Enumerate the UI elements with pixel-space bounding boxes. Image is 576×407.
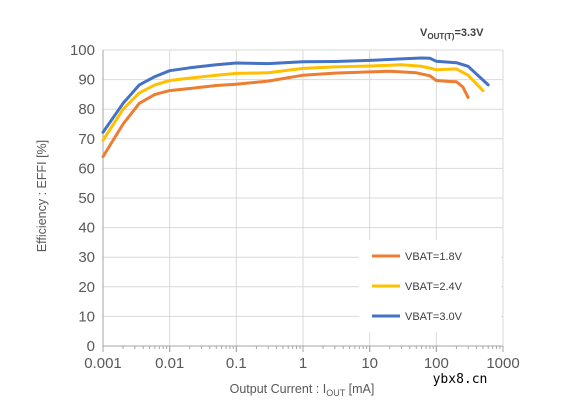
legend-label: VBAT=1.8V — [405, 251, 463, 263]
y-tick-label: 100 — [70, 42, 95, 59]
y-tick-label: 50 — [78, 190, 95, 207]
watermark: ybx8.cn — [433, 372, 488, 387]
y-tick-label: 40 — [78, 220, 95, 237]
condition-label: VOUT(T)=3.3V — [420, 27, 484, 41]
x-tick-label: 0.001 — [84, 355, 122, 372]
y-tick-label: 0 — [87, 338, 95, 355]
x-tick-label: 1 — [299, 355, 307, 372]
y-tick-label: 80 — [78, 101, 95, 118]
y-tick-label: 20 — [78, 279, 95, 296]
y-tick-labels: 0 10 20 30 40 50 60 70 80 90 100 — [70, 42, 95, 355]
series-line — [101, 63, 485, 142]
y-axis-title: Efficiency : EFFI [%] — [35, 140, 49, 252]
x-tick-label: 1000 — [486, 355, 519, 372]
legend-label: VBAT=2.4V — [405, 281, 463, 293]
axis-frame — [102, 50, 504, 352]
y-tick-label: 60 — [78, 160, 95, 177]
x-tick-labels: 0.001 0.01 0.1 1 10 100 1000 — [84, 355, 519, 372]
series-lines — [101, 56, 490, 159]
legend-label: VBAT=3.0V — [405, 311, 463, 323]
y-tick-label: 30 — [78, 249, 95, 266]
x-tick-label: 10 — [361, 355, 378, 372]
series-line — [101, 69, 470, 159]
y-tick-label: 90 — [78, 72, 95, 89]
y-tick-label: 70 — [78, 131, 95, 148]
x-tick-label: 0.01 — [155, 355, 184, 372]
legend: VBAT=1.8V VBAT=2.4V VBAT=3.0V — [359, 240, 501, 332]
series-line — [101, 56, 490, 134]
x-axis-title: Output Current : IOUT [mA] — [230, 382, 375, 398]
x-tick-label: 100 — [424, 355, 449, 372]
x-tick-label: 0.1 — [226, 355, 247, 372]
y-tick-label: 10 — [78, 308, 95, 325]
